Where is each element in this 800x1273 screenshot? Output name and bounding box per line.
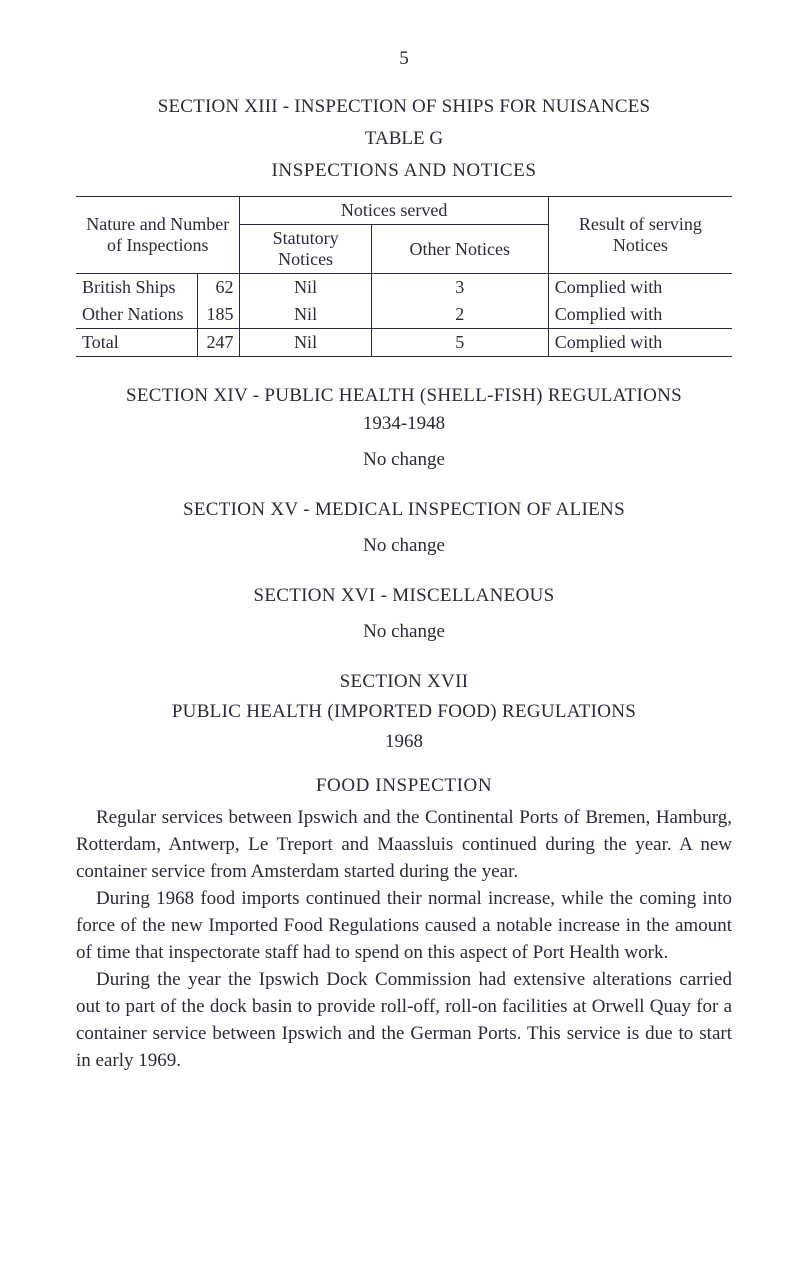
section-xvi-body: No change (76, 621, 732, 643)
th-notices-served: Notices served (240, 197, 548, 225)
cell-result: Complied with (548, 301, 732, 329)
table-row: Other Nations 185 Nil 2 Complied with (76, 301, 732, 329)
section-xvii-title: PUBLIC HEALTH (IMPORTED FOOD) REGULATION… (76, 701, 732, 723)
page-number: 5 (76, 48, 732, 70)
section-xvii-year: 1968 (76, 731, 732, 753)
section-xv-title: SECTION XV - MEDICAL INSPECTION OF ALIEN… (76, 499, 732, 521)
th-statutory: Statutory Notices (240, 225, 371, 274)
cell-total-label: Total (76, 329, 197, 357)
document-page: 5 SECTION XIII - INSPECTION OF SHIPS FOR… (0, 0, 800, 1123)
cell-total-count: 247 (197, 329, 240, 357)
section-xvii-label: SECTION XVII (76, 671, 732, 693)
cell-other: 3 (371, 274, 548, 302)
section-xiv-body: No change (76, 449, 732, 471)
cell-total-statutory: Nil (240, 329, 371, 357)
section-xvi-title: SECTION XVI - MISCELLANEOUS (76, 585, 732, 607)
th-result: Result of serving Notices (548, 197, 732, 274)
cell-statutory: Nil (240, 274, 371, 302)
th-nature: Nature and Number of Inspections (76, 197, 240, 274)
cell-count: 62 (197, 274, 240, 302)
body-text: Regular services between Ipswich and the… (76, 805, 732, 1075)
section-xiv-years: 1934-1948 (76, 413, 732, 435)
inspections-table: Nature and Number of Inspections Notices… (76, 196, 732, 357)
table-g-subtitle: INSPECTIONS AND NOTICES (76, 160, 732, 182)
cell-label: British Ships (76, 274, 197, 302)
cell-statutory: Nil (240, 301, 371, 329)
paragraph: During the year the Ipswich Dock Commiss… (76, 967, 732, 1075)
table-g-label: TABLE G (76, 128, 732, 150)
cell-count: 185 (197, 301, 240, 329)
table-row: British Ships 62 Nil 3 Complied with (76, 274, 732, 302)
paragraph: Regular services between Ipswich and the… (76, 805, 732, 886)
section-xiv-title: SECTION XIV - PUBLIC HEALTH (SHELL-FISH)… (76, 385, 732, 407)
table-total-row: Total 247 Nil 5 Complied with (76, 329, 732, 357)
paragraph: During 1968 food imports continued their… (76, 886, 732, 967)
cell-other: 2 (371, 301, 548, 329)
section-xiii-title: SECTION XIII - INSPECTION OF SHIPS FOR N… (76, 96, 732, 118)
food-inspection-heading: FOOD INSPECTION (76, 775, 732, 797)
cell-label: Other Nations (76, 301, 197, 329)
th-other: Other Notices (371, 225, 548, 274)
cell-result: Complied with (548, 274, 732, 302)
cell-total-other: 5 (371, 329, 548, 357)
section-xv-body: No change (76, 535, 732, 557)
cell-total-result: Complied with (548, 329, 732, 357)
